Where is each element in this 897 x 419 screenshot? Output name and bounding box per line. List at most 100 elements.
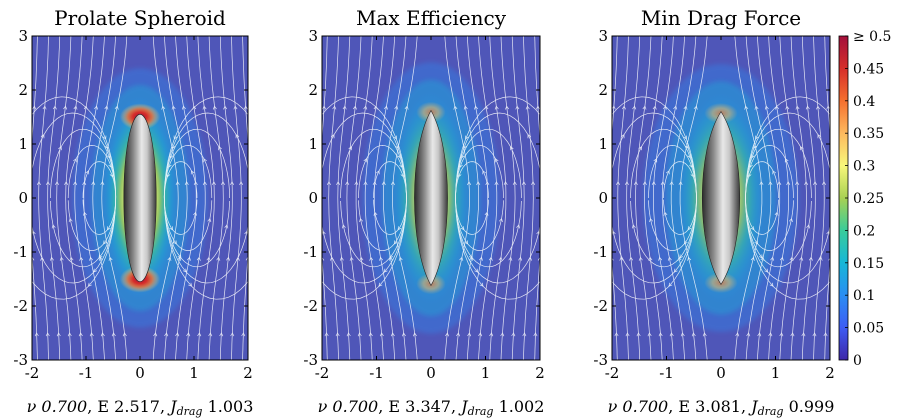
streamline-arrow [525, 105, 530, 110]
streamline-arrow [624, 181, 629, 186]
streamline-arrow [193, 181, 198, 186]
streamline-arrow [89, 256, 93, 261]
streamline-arrow [831, 182, 834, 185]
streamline [242, 36, 248, 360]
streamline-arrow [223, 105, 228, 110]
streamline [32, 96, 117, 300]
streamline [644, 36, 663, 360]
streamline-arrow [202, 105, 207, 110]
streamline [813, 36, 825, 360]
streamline-arrow [79, 256, 84, 261]
colorbar-tick-label: 0.45 [853, 61, 884, 77]
streamline-arrow [746, 332, 751, 337]
streamline-arrow [87, 282, 92, 287]
streamline [101, 36, 128, 360]
streamline-arrow [660, 181, 665, 186]
streamline-arrow [806, 224, 811, 229]
streamline [373, 36, 396, 360]
x-tick-label: 0 [135, 364, 145, 382]
streamline-arrow [764, 268, 769, 273]
streamline-arrow [122, 332, 127, 337]
streamline [355, 36, 373, 360]
streamline-arrow [687, 256, 692, 261]
streamline-arrow [757, 332, 762, 337]
x-tick-label: -1 [369, 364, 384, 382]
streamline-arrow [631, 224, 636, 229]
streamline-arrow [612, 105, 616, 110]
streamline-arrow [604, 123, 607, 127]
x-tick-label: 0 [426, 364, 436, 382]
streamline [653, 36, 674, 360]
streamline-arrow [384, 105, 388, 110]
streamline-arrow [521, 181, 526, 186]
streamline-arrow [759, 181, 764, 186]
streamline-arrow [173, 135, 178, 140]
streamline-arrow [541, 182, 544, 185]
streamline-arrow [687, 226, 692, 231]
streamline-arrow [182, 268, 187, 273]
streamline-arrow [592, 238, 595, 241]
streamline-arrow [464, 240, 469, 245]
streamline-arrow [393, 240, 398, 245]
streamline-arrow [498, 256, 503, 261]
streamline-arrow [735, 332, 740, 337]
streamline-arrow [669, 181, 674, 186]
streamline-arrow [484, 105, 489, 110]
colorbar-tick-label: 0.1 [853, 288, 875, 304]
streamline-arrow [175, 181, 180, 186]
streamline-arrow [412, 332, 417, 337]
streamline-arrow [818, 256, 823, 261]
streamline [511, 36, 525, 360]
streamline [466, 36, 489, 360]
streamline-arrow [821, 181, 827, 186]
streamline-arrow [642, 105, 647, 110]
streamline-arrow [153, 332, 158, 337]
streamline-arrow [489, 332, 494, 337]
streamline [163, 96, 248, 300]
colorbar-tick-label: 0.35 [853, 126, 884, 142]
streamline [768, 36, 789, 360]
colorbar-tick-label: 0.05 [853, 321, 884, 337]
streamline [455, 36, 479, 360]
y-tick-label: 2 [308, 81, 318, 99]
streamline-arrow [219, 332, 224, 337]
streamline-arrow [460, 226, 465, 231]
streamline [626, 36, 641, 360]
streamline-arrow [184, 181, 189, 186]
streamline-arrow [363, 105, 368, 110]
streamline-arrow [658, 256, 663, 261]
streamline-arrow [230, 181, 235, 186]
streamline-arrow [494, 105, 499, 110]
streamline-arrow [335, 332, 340, 337]
streamline-arrow [167, 256, 172, 261]
streamline-arrow [808, 256, 813, 261]
streamline-arrow [638, 146, 643, 151]
streamline-arrow [52, 105, 57, 110]
streamline-arrow [381, 181, 386, 186]
streamline-arrow [788, 217, 793, 223]
colorbar-tick-label: 0.25 [853, 191, 884, 207]
streamline-arrow [390, 332, 395, 337]
streamline-arrow [531, 181, 536, 186]
x-tick-label: 2 [825, 364, 835, 382]
streamline-arrow [322, 105, 327, 110]
streamline-arrow [253, 123, 256, 127]
panel-caption: ν 0.700, E 3.081, Jdrag 0.999 [608, 397, 835, 418]
streamline-arrow [82, 181, 87, 186]
y-tick-label: 1 [18, 135, 28, 153]
streamline-arrow [619, 256, 624, 261]
streamline-arrow [456, 332, 461, 337]
streamline-arrow [106, 226, 111, 231]
y-tick-label: 3 [598, 27, 608, 45]
streamline-arrow [828, 257, 830, 261]
streamline [661, 36, 686, 360]
x-tick-label: -2 [315, 364, 330, 382]
streamline-arrow [265, 238, 268, 241]
streamline-arrow [224, 224, 229, 229]
streamline-arrow [196, 256, 201, 261]
panel-caption: ν 0.700, E 3.347, Jdrag 1.002 [318, 397, 545, 418]
body-shape [701, 111, 741, 285]
streamline-arrow [770, 256, 775, 261]
streamline-arrow [795, 181, 800, 186]
